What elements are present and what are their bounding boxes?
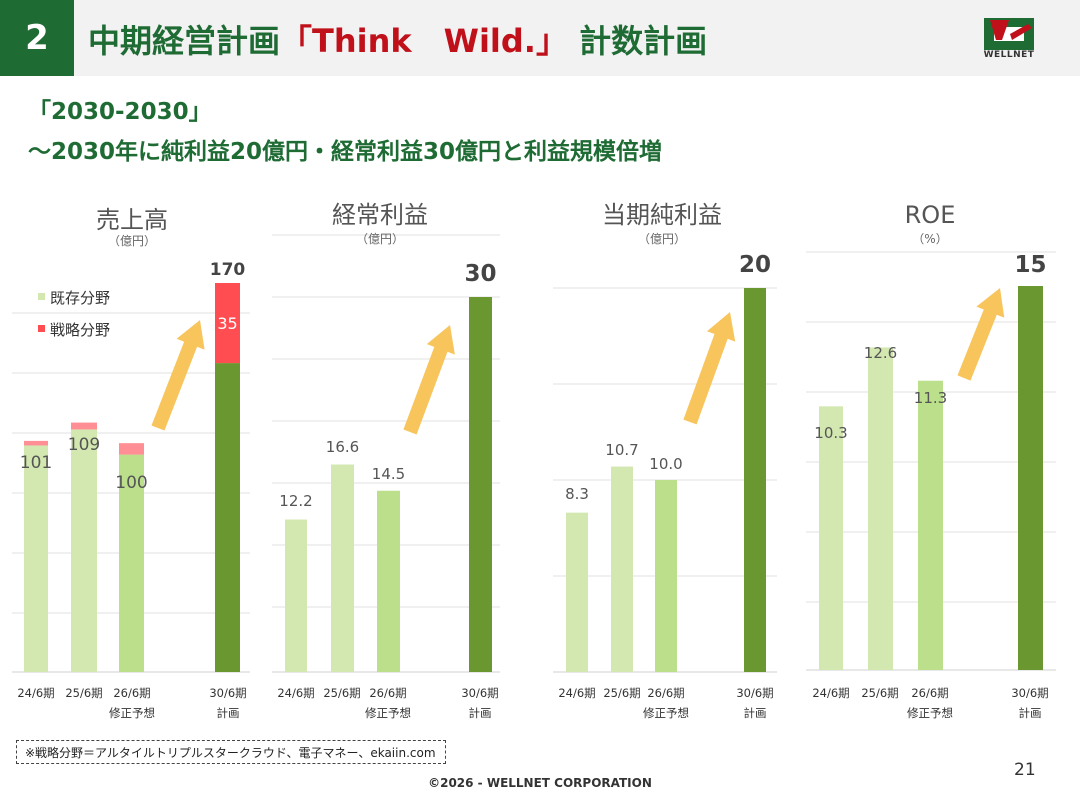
bar <box>1018 286 1043 670</box>
category-label: 26/6期 <box>647 686 684 700</box>
category-label: 25/6期 <box>603 686 640 700</box>
bar <box>285 519 307 672</box>
value-label: 20 <box>739 252 771 278</box>
growth-arrow-icon <box>957 288 1005 381</box>
bar <box>918 380 943 670</box>
category-sublabel: 計画 <box>744 706 767 720</box>
bar <box>868 347 893 670</box>
chart-title: 経常利益 <box>332 201 428 229</box>
title-highlight: 「Think Wild.」 <box>280 22 568 60</box>
value-label: 30 <box>464 261 496 287</box>
bar-existing <box>71 429 97 672</box>
subtitle-line-2: ～2030年に純利益20億円・経常利益30億円と利益規模倍増 <box>28 139 663 165</box>
category-label: 30/6期 <box>736 686 773 700</box>
category-label: 24/6期 <box>17 686 54 700</box>
category-label: 30/6期 <box>209 686 246 700</box>
bar <box>566 512 588 672</box>
legend-existing-swatch <box>38 293 45 300</box>
category-sublabel: 修正予想 <box>109 706 155 720</box>
bar-strategy <box>24 440 48 446</box>
category-sublabel: 修正予想 <box>907 706 953 720</box>
value-label: 16.6 <box>326 438 359 456</box>
category-sublabel: 計画 <box>469 706 492 720</box>
total-label: 109 <box>68 435 100 455</box>
category-label: 24/6期 <box>558 686 595 700</box>
bar <box>331 464 354 672</box>
bar <box>744 288 766 672</box>
bar-strategy <box>215 283 240 364</box>
wellnet-logo-icon <box>984 18 1034 50</box>
category-label: 30/6期 <box>461 686 498 700</box>
copyright: ©2026 - WELLNET CORPORATION <box>428 776 652 790</box>
bar-existing <box>24 445 48 672</box>
bar-strategy <box>119 443 144 455</box>
category-label: 26/6期 <box>911 686 948 700</box>
category-sublabel: 修正予想 <box>365 706 411 720</box>
total-label: 100 <box>115 473 147 493</box>
growth-arrow-icon <box>151 320 205 431</box>
chart-title: 売上高 <box>96 206 168 234</box>
bar <box>611 466 633 672</box>
section-number: 2 <box>0 0 74 76</box>
bar-strategy <box>71 422 97 430</box>
category-label: 26/6期 <box>113 686 150 700</box>
bar <box>819 406 843 670</box>
total-label: 101 <box>20 453 52 473</box>
category-sublabel: 計画 <box>1019 706 1042 720</box>
footnote: ※戦略分野＝アルタイルトリプルスタークラウド、電子マネー、ekaiin.com <box>16 740 446 764</box>
page-title: 中期経営計画「Think Wild.」 計数計画 <box>88 16 707 62</box>
bar-existing <box>215 363 240 672</box>
growth-arrow-icon <box>683 312 736 425</box>
category-label: 26/6期 <box>369 686 406 700</box>
value-label: 8.3 <box>565 485 589 503</box>
total-label: 170 <box>210 260 246 280</box>
value-label: 15 <box>1014 252 1046 278</box>
chart-unit: （%） <box>912 232 947 246</box>
value-label: 10.0 <box>649 455 682 473</box>
logo-text: WELLNET <box>983 50 1035 60</box>
legend-strategy-swatch <box>38 325 45 332</box>
growth-arrow-icon <box>403 325 455 435</box>
chart-title: ROE <box>905 201 956 229</box>
category-label: 30/6期 <box>1011 686 1048 700</box>
chart-unit: （億円） <box>108 234 156 248</box>
title-main: 中期経営計画 <box>88 22 281 60</box>
value-label: 11.3 <box>914 389 947 407</box>
value-label: 10.3 <box>814 424 847 442</box>
bar <box>377 490 400 672</box>
header-bar <box>0 0 1080 76</box>
category-label: 25/6期 <box>861 686 898 700</box>
value-label: 12.6 <box>864 344 897 362</box>
bar <box>469 297 492 672</box>
bar <box>655 480 677 672</box>
legend-strategy-label: 戦略分野 <box>50 321 110 339</box>
value-label: 14.5 <box>372 465 405 483</box>
chart-unit: （億円） <box>638 232 686 246</box>
category-sublabel: 計画 <box>217 706 240 720</box>
category-label: 24/6期 <box>277 686 314 700</box>
category-sublabel: 修正予想 <box>643 706 689 720</box>
subtitle-line-1: 「2030-2030」 <box>28 99 212 125</box>
title-tail: 計数計画 <box>567 22 708 60</box>
bar-existing <box>119 454 144 672</box>
segment-label: 35 <box>217 314 237 333</box>
legend-existing-label: 既存分野 <box>50 289 110 307</box>
value-label: 10.7 <box>605 441 638 459</box>
page-number: 21 <box>1014 760 1036 780</box>
category-label: 25/6期 <box>323 686 360 700</box>
category-label: 24/6期 <box>812 686 849 700</box>
chart-unit: （億円） <box>356 232 404 246</box>
category-label: 25/6期 <box>65 686 102 700</box>
chart-title: 当期純利益 <box>602 201 722 229</box>
value-label: 12.2 <box>279 492 312 510</box>
